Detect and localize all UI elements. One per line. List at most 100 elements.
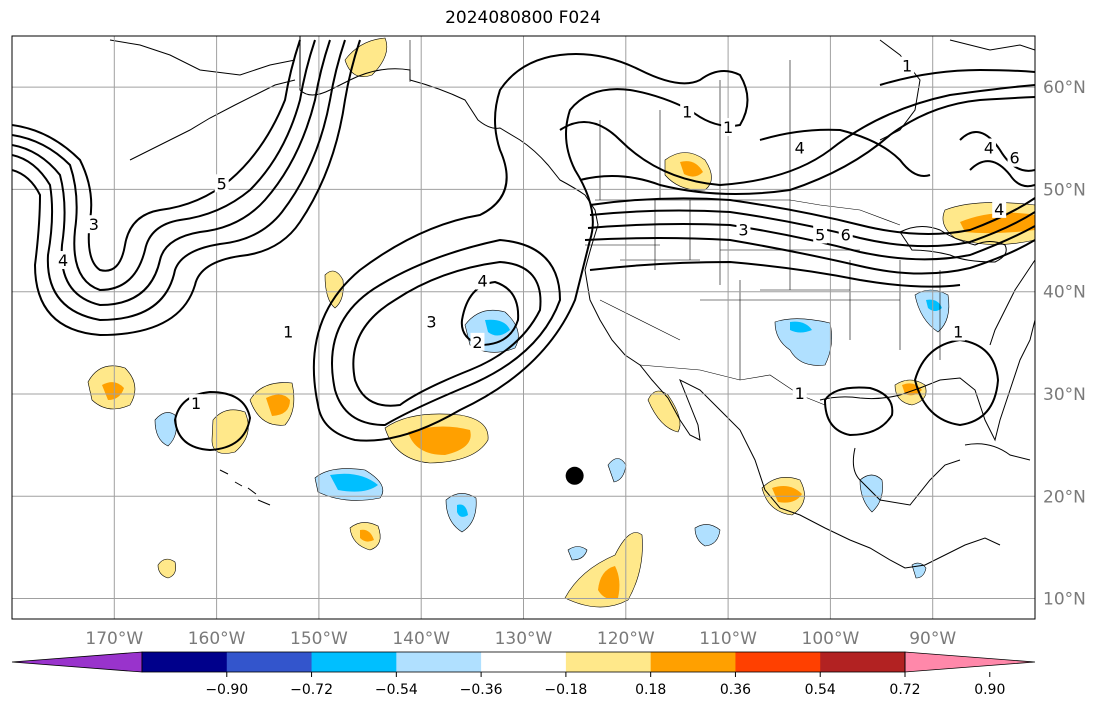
great-lakes: [899, 226, 1007, 263]
colorbar-tick-label: −0.18: [544, 682, 587, 698]
contour-line: [589, 260, 961, 288]
colorbar-segment: [311, 652, 397, 672]
contour-label: 4: [58, 251, 68, 270]
contour-label: 1: [723, 118, 733, 137]
contour-line: [579, 96, 1035, 195]
contour-label: 3: [738, 220, 748, 239]
colorbar-segment: [650, 652, 736, 672]
positive-anomaly-patch: [324, 270, 344, 309]
colorbar-segment: [820, 652, 906, 672]
contour-line: [559, 84, 1035, 187]
longitude-tick-label: 160°W: [188, 629, 246, 649]
colorbar-tick-label: 0.54: [805, 682, 836, 698]
negative-anomaly-patch: [314, 468, 384, 501]
latitude-tick-label: 20°N: [1043, 487, 1086, 507]
colorbar-tick-label: −0.72: [290, 682, 333, 698]
latitude-tick-label: 60°N: [1043, 78, 1086, 98]
longitude-tick-label: 140°W: [392, 629, 450, 649]
positive-anomaly-patch: [384, 413, 489, 464]
contour-label-bg: [792, 383, 807, 402]
colorbar-segment: [142, 652, 228, 672]
canada-provinces: [599, 60, 791, 200]
negative-anomaly-patch: [774, 318, 832, 366]
contour-line: [12, 39, 301, 272]
contour-label-bg: [189, 394, 204, 413]
cuba: [964, 443, 1031, 461]
contour-label-bg: [680, 102, 695, 121]
colorbar-extend-max: [904, 651, 1036, 673]
positive-anomaly-patch: [211, 409, 249, 454]
contour-line: [331, 238, 562, 427]
contour-label-bg: [792, 138, 807, 157]
contour-line: [312, 53, 749, 442]
contour-label: 5: [815, 225, 825, 244]
contour-line: [759, 128, 931, 177]
contour-label-bg: [214, 174, 229, 193]
contour-label-bg: [721, 118, 736, 137]
negative-anomaly-patch: [914, 289, 950, 333]
colorbar-segment: [396, 652, 482, 672]
contour-line: [12, 39, 361, 337]
location-marker: [565, 466, 584, 485]
shaded-anomalies: [87, 37, 1035, 608]
contour-label: 1: [795, 384, 805, 403]
colorbar: −0.90 −0.72 −0.54 −0.36 −0.18 0.18 0.36 0.54 0.7…: [11, 651, 1036, 698]
colorbar-tick-label: −0.54: [375, 682, 418, 698]
contour-label: 1: [191, 394, 201, 413]
positive-anomaly-patch: [344, 37, 388, 77]
positive-anomaly-patch: [157, 558, 176, 579]
contour-label-bg: [475, 271, 490, 290]
colorbar-segment: [735, 652, 821, 672]
contour-line: [589, 197, 1035, 235]
contour-label-bg: [736, 220, 751, 239]
colorbar-tick-label: 0.18: [635, 682, 666, 698]
longitude-tick-label: 90°W: [909, 629, 956, 649]
contour-label-bg: [470, 332, 485, 351]
contour-label-bg: [281, 322, 296, 341]
colorbar-segment: [226, 652, 313, 672]
contour-label: 1: [283, 323, 293, 342]
map-gridlines: [12, 36, 1035, 619]
positive-anomaly-patch: [647, 390, 681, 433]
north-america-west-coast: [299, 36, 1001, 569]
colorbar-segment: [481, 652, 567, 672]
contour-line: [587, 223, 1035, 261]
contour-line: [12, 39, 331, 307]
contour-label: 2: [472, 333, 482, 352]
contour-label: 3: [426, 312, 436, 331]
longitude-labels: 170°W 160°W 150°W 140°W 130°W 120°W 110°W 100°W…: [85, 629, 956, 649]
coastlines: [109, 36, 1035, 569]
aleutian-coast: [129, 79, 296, 161]
contour-line: [913, 338, 1000, 427]
longitude-tick-label: 170°W: [85, 629, 143, 649]
positive-anomaly-patch: [87, 365, 136, 410]
contour-label-bg: [424, 312, 439, 331]
east-coast: [989, 259, 1035, 346]
latitude-tick-label: 30°N: [1043, 385, 1086, 405]
contour-label: 4: [984, 139, 994, 158]
longitude-tick-label: 120°W: [597, 629, 655, 649]
contour-label: 4: [994, 200, 1004, 219]
positive-anomaly-patch: [349, 522, 381, 551]
contour-label: 6: [841, 225, 851, 244]
state-borders: [585, 200, 941, 380]
longitude-tick-label: 150°W: [290, 629, 348, 649]
yucatan-coast: [852, 447, 961, 506]
latitude-tick-label: 50°N: [1043, 180, 1086, 200]
colorbar-extend-min: [11, 651, 143, 673]
contour-line: [959, 131, 1035, 172]
contour-label-bg: [813, 225, 828, 244]
contour-label-bg: [1007, 148, 1022, 167]
contour-label-bg: [951, 322, 966, 341]
colorbar-tick-label: 0.72: [889, 682, 920, 698]
contour-label-bg: [900, 56, 915, 75]
contour-label-bg: [838, 225, 853, 244]
latitude-tick-label: 10°N: [1043, 590, 1086, 610]
contour-label-bg: [56, 251, 71, 270]
arctic-islands: [949, 39, 1035, 51]
positive-anomaly-patch: [664, 152, 712, 191]
contour-label-bg: [981, 138, 996, 157]
latitude-tick-label: 40°N: [1043, 283, 1086, 303]
contour-line: [12, 39, 346, 322]
contour-line: [969, 160, 1035, 188]
